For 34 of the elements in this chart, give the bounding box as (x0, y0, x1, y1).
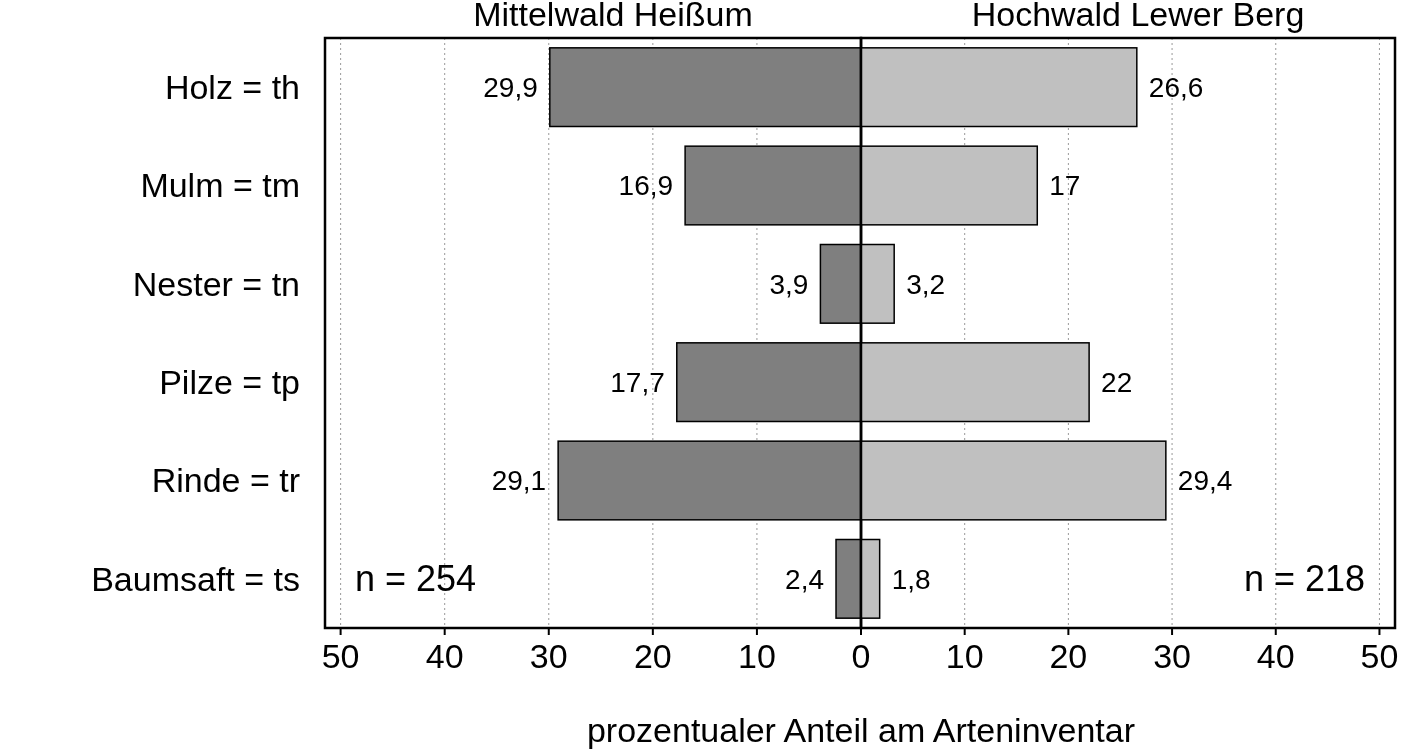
data-label: 26,6 (1148, 71, 1204, 103)
x-tick-label: 20 (633, 637, 672, 675)
data-label: 3,2 (906, 268, 946, 300)
chart-title: Mittelwald Heißum (473, 0, 753, 33)
x-tick-label: 50 (1360, 637, 1399, 675)
x-tick-label: 50 (321, 637, 360, 675)
data-label: 17 (1049, 170, 1081, 202)
data-label: 16,9 (618, 170, 674, 202)
data-label: 2,4 (785, 563, 825, 595)
y-tick-label: Nester = tn (132, 264, 300, 303)
x-axis-title: prozentualer Anteil am Arteninventar (586, 711, 1136, 749)
data-label: 17,7 (610, 366, 665, 398)
data-label: 1,8 (891, 563, 931, 595)
data-label: 29,1 (491, 465, 547, 497)
y-tick-label: Mulm = tm (140, 166, 300, 205)
y-tick-label: Holz = th (164, 68, 300, 107)
data-label: 29,9 (483, 71, 538, 103)
chart-title: Hochwald Lewer Berg (971, 0, 1305, 33)
x-tick-label: 40 (425, 637, 464, 675)
x-tick-label: 20 (1049, 637, 1088, 675)
y-tick-label: Rinde = tr (151, 461, 300, 500)
x-tick-label: 40 (1256, 637, 1295, 675)
data-label: 29,4 (1177, 465, 1233, 497)
x-tick-label: 10 (945, 637, 984, 675)
x-tick-label: 30 (529, 637, 568, 675)
y-tick-label: Pilze = tp (159, 363, 300, 402)
x-tick-label: 0 (851, 637, 871, 675)
x-tick-label: 10 (738, 637, 776, 675)
data-label: 3,9 (769, 268, 809, 300)
x-tick-label: 30 (1153, 637, 1191, 675)
annotation: n = 218 (1243, 557, 1365, 599)
annotation: n = 254 (355, 557, 477, 599)
data-label: 22 (1101, 366, 1133, 398)
y-tick-label: Baumsaft = ts (91, 559, 300, 598)
